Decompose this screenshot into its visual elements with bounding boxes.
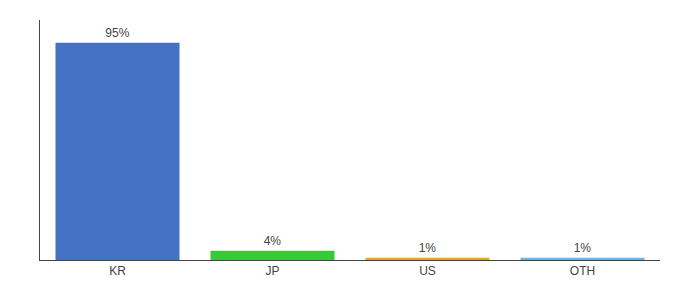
svg-text:4%: 4%: [264, 234, 282, 248]
svg-text:1%: 1%: [574, 241, 592, 255]
svg-text:95%: 95%: [105, 26, 129, 40]
svg-text:OTH: OTH: [570, 264, 595, 278]
svg-text:KR: KR: [109, 264, 126, 278]
svg-text:1%: 1%: [419, 241, 437, 255]
svg-text:US: US: [419, 264, 436, 278]
svg-text:JP: JP: [265, 264, 279, 278]
